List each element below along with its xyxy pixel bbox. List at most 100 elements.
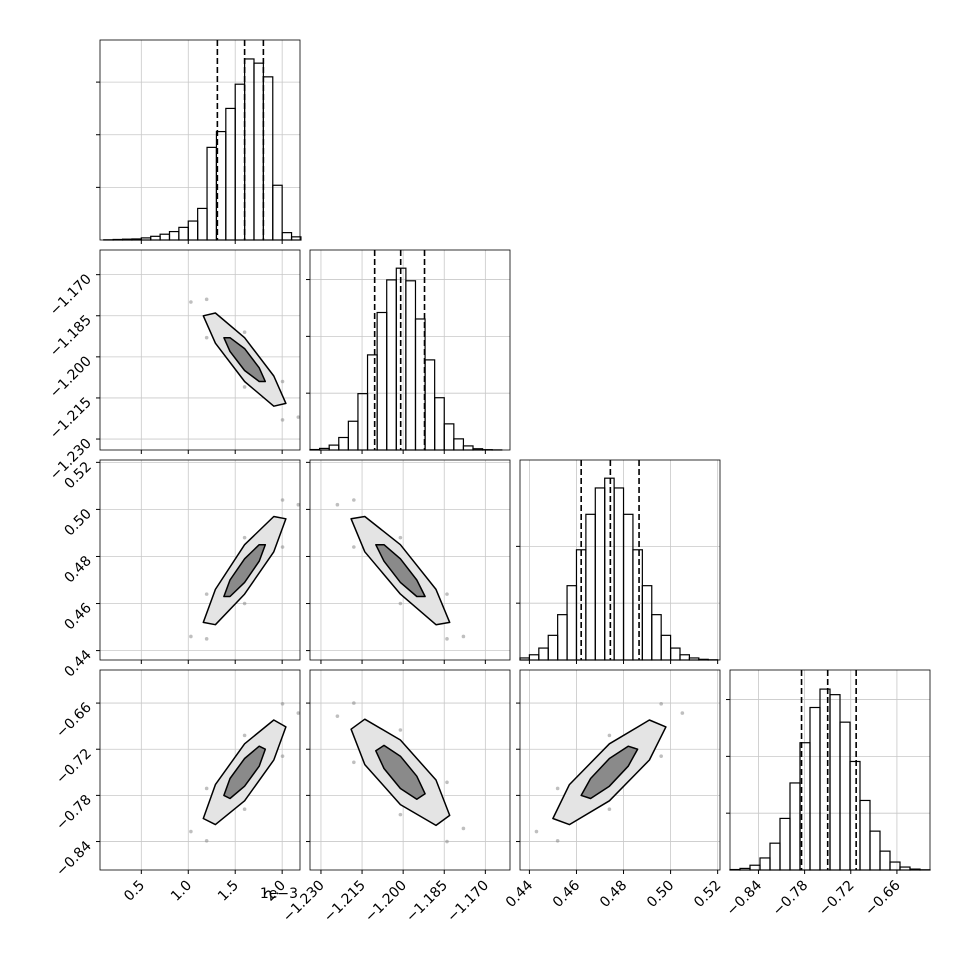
panel-frame [99, 459, 301, 661]
y-tick-label: 0.46 [61, 600, 94, 633]
x-tick-label: −0.72 [816, 878, 858, 920]
histogram-bin [585, 513, 596, 661]
y-tick-label: 0.50 [61, 506, 94, 539]
sample-point [461, 826, 466, 831]
histogram-bin [819, 688, 831, 871]
panel-frame [519, 669, 721, 871]
histogram-bin [622, 513, 634, 661]
sample-point [242, 601, 247, 606]
histogram-bin [859, 799, 871, 871]
sample-point [280, 498, 285, 502]
y-tick-label: 0.48 [61, 553, 94, 586]
histogram-bin [253, 62, 264, 241]
contour [223, 745, 267, 800]
histogram-bin [899, 866, 911, 871]
histogram-bin [566, 585, 578, 661]
y-tick-label: −0.78 [53, 792, 95, 834]
sample-point [445, 780, 449, 785]
panel-frame [99, 249, 301, 451]
histogram-bin [206, 146, 218, 241]
x-tick-label: 0.48 [597, 878, 630, 911]
sample-point [445, 637, 449, 641]
sample-point [242, 807, 247, 812]
x-tick-label: −0.66 [862, 877, 904, 919]
sample-point [680, 711, 685, 715]
sample-point [659, 702, 663, 706]
contour [223, 336, 267, 383]
histogram-bin [225, 107, 236, 241]
x-tick-label: 1.5 [215, 878, 242, 905]
contour [375, 543, 426, 598]
sample-point [398, 728, 403, 732]
histogram-bin [829, 694, 841, 871]
x-tick-label: −0.78 [770, 878, 812, 920]
x-tick-label: −1.170 [444, 878, 492, 926]
sample-point [296, 502, 301, 507]
sample-point [280, 754, 285, 758]
histogram-bin [547, 634, 559, 661]
sample-point [296, 711, 301, 715]
histogram-bin [376, 311, 388, 451]
histogram-bin [453, 438, 465, 451]
panel-frame [729, 669, 931, 871]
histogram-bin [244, 58, 255, 241]
histogram-bin [197, 207, 208, 241]
sample-point [398, 601, 403, 606]
histogram-bin [414, 318, 426, 451]
y-tick-label: 0.44 [61, 647, 94, 680]
panel-frame [519, 459, 721, 661]
x-tick-label: 0.50 [644, 878, 677, 911]
sample-point [204, 335, 209, 340]
histogram-bin [613, 487, 625, 661]
sample-point [280, 418, 285, 422]
histogram-bin [328, 444, 340, 451]
sample-point [280, 545, 285, 549]
histogram-bin [779, 817, 791, 871]
x-tick-label: 0.52 [691, 878, 724, 911]
contour [375, 744, 426, 800]
histogram-bin [405, 280, 417, 451]
sample-point [534, 829, 539, 834]
sample-point [204, 592, 209, 596]
histogram-bin [357, 393, 369, 451]
sample-point [242, 535, 247, 540]
histogram-bin [809, 706, 821, 871]
histogram-bin [557, 614, 568, 661]
sample-point [242, 330, 247, 334]
histogram-bin [769, 842, 781, 871]
histogram-bin [528, 654, 540, 661]
histogram-bin [594, 487, 606, 661]
histogram-bin [272, 184, 283, 241]
sample-point [607, 733, 612, 738]
sample-point [204, 786, 209, 791]
x-tick-label: 0.5 [121, 878, 148, 905]
sample-point [204, 637, 209, 641]
histogram-bin [386, 279, 397, 451]
histogram-bin [168, 230, 180, 241]
sample-point [296, 415, 301, 419]
y-tick-label: −1.200 [47, 353, 95, 401]
sample-point [189, 829, 193, 834]
y-tick-label: −1.185 [47, 312, 95, 360]
sample-point [204, 297, 209, 302]
x-tick-label: 0.46 [550, 877, 583, 910]
sample-point [204, 838, 209, 843]
histogram-bin [150, 235, 161, 241]
sample-point [280, 379, 285, 384]
sample-point [445, 839, 449, 844]
histogram-bin [759, 857, 771, 871]
histogram-bin [789, 782, 801, 871]
histogram-bin [290, 236, 302, 241]
histogram-bin [660, 634, 672, 661]
x-tick-label: 0.44 [503, 877, 536, 910]
histogram-bin [443, 423, 455, 451]
sample-point [659, 754, 663, 758]
histogram-bin [679, 654, 691, 661]
sample-point [398, 535, 403, 540]
panel-frame [309, 459, 511, 661]
sample-point [189, 300, 193, 304]
panel-frame [309, 249, 511, 451]
histogram-bin [262, 76, 274, 241]
histogram-bin [281, 232, 293, 241]
